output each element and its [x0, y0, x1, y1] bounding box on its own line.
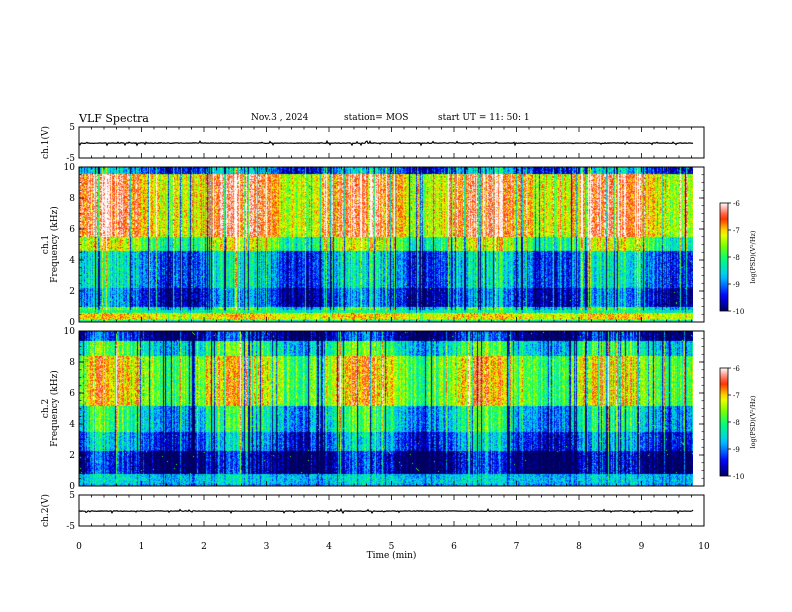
x-axis-label: Time (min)	[367, 550, 417, 561]
y-tick-label: 0	[69, 318, 75, 328]
y-tick-label: -5	[66, 154, 75, 164]
y-axis-label: Frequency (kHz)	[49, 206, 60, 283]
start-time-label: start UT = 11: 50: 1	[438, 113, 530, 123]
spectrogram-layer	[79, 167, 693, 486]
colorbar-tick-label: -7	[733, 392, 740, 400]
y-tick-label: 6	[69, 389, 75, 399]
x-tick-label: 7	[514, 542, 520, 552]
ch2-spectrogram-image	[79, 331, 693, 486]
x-tick-label: 4	[326, 542, 332, 552]
x-tick-label: 1	[139, 542, 145, 552]
x-tick-label: 5	[389, 542, 395, 552]
colorbar-tick-label: -6	[733, 200, 740, 208]
x-tick-label: 9	[639, 542, 645, 552]
x-tick-label: 3	[264, 542, 270, 552]
x-tick-label: 2	[201, 542, 207, 552]
colorbar-tick-label: -8	[733, 254, 740, 262]
y-tick-label: 6	[69, 225, 75, 235]
date-label: Nov.3 , 2024	[251, 113, 309, 123]
colorbar-tick-label: -9	[733, 446, 740, 454]
colorbar-tick-label: -7	[733, 227, 740, 235]
colorbar-tick-label: -6	[733, 365, 740, 373]
y-tick-label: 4	[69, 420, 75, 430]
y-axis-label: ch.2(V)	[40, 494, 51, 527]
station-label: station= MOS	[344, 113, 409, 123]
y-tick-label: 8	[69, 194, 75, 204]
y-tick-label: 5	[69, 491, 75, 501]
colorbar-label: log(PSD)(V²/Hz)	[749, 395, 757, 448]
y-tick-label: 8	[69, 358, 75, 368]
colorbar	[719, 202, 729, 312]
y-tick-label: 10	[64, 327, 76, 337]
y-axis-label: ch.2	[41, 399, 51, 418]
y-tick-label: 2	[69, 451, 75, 461]
colorbar-tick-label: -9	[733, 281, 740, 289]
colorbar	[719, 367, 729, 477]
y-tick-label: 0	[69, 482, 75, 492]
x-tick-label: 6	[451, 542, 457, 552]
y-tick-label: -5	[66, 522, 75, 532]
chart-title: VLF Spectra	[79, 112, 149, 125]
y-tick-label: 4	[69, 256, 75, 266]
ch2-waveform-trace	[78, 507, 694, 515]
y-tick-label: 2	[69, 287, 75, 297]
y-axis-label: ch.1(V)	[40, 126, 51, 159]
colorbar-tick-label: -8	[733, 419, 740, 427]
x-tick-label: 0	[76, 542, 82, 552]
colorbar-tick-label: -10	[733, 308, 744, 316]
colorbar-tick-label: -10	[733, 473, 744, 481]
y-tick-label: 5	[69, 123, 75, 133]
y-axis-label: ch.1	[41, 235, 51, 254]
colorbar-label: log(PSD)(V²/Hz)	[749, 230, 757, 283]
y-axis-label: Frequency (kHz)	[49, 370, 60, 447]
ch1-spectrogram-image	[79, 167, 693, 322]
y-tick-label: 10	[64, 163, 76, 173]
x-tick-label: 10	[698, 542, 710, 552]
x-tick-label: 8	[576, 542, 582, 552]
ch1-waveform-trace	[78, 139, 694, 147]
